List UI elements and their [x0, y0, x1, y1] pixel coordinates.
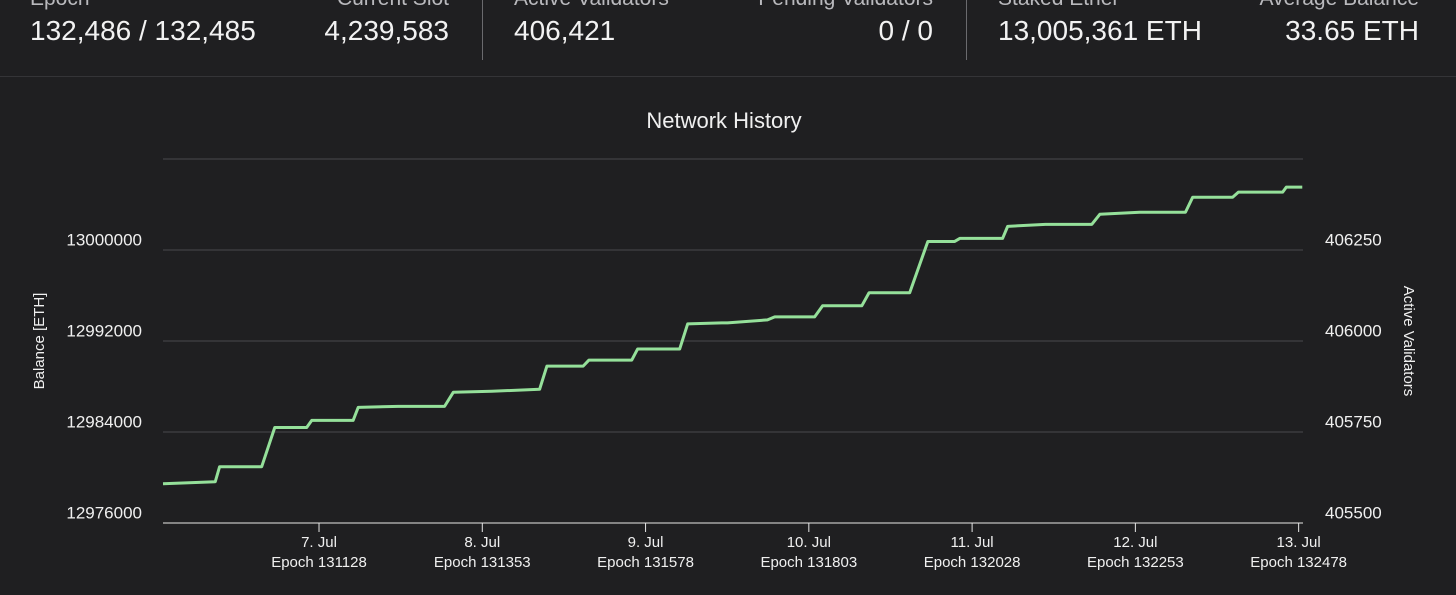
y2-tick-label: 405750 — [1325, 412, 1382, 431]
x-tick-label: 9. Jul — [628, 534, 664, 551]
divider — [966, 0, 967, 60]
chart-title: Network History — [646, 108, 801, 133]
stat-label: Epoch — [30, 0, 256, 12]
y2-tick-label: 406250 — [1325, 230, 1382, 249]
x-tick-label: 11. Jul — [951, 534, 994, 551]
stat-value: 0 / 0 — [878, 15, 933, 46]
x-tick-label: Epoch 131803 — [760, 554, 857, 571]
y-axis-title: Balance [ETH] — [31, 293, 48, 390]
stat-value: 406,421 — [514, 15, 616, 46]
stat-pending: Pending Validators 0 / 0 — [758, 0, 933, 48]
stat-value: 33.65 ETH — [1285, 15, 1419, 46]
stat-value: 13,005,361 ETH — [998, 15, 1202, 46]
x-tick-label: Epoch 132478 — [1250, 554, 1347, 571]
x-tick-label: Epoch 131353 — [434, 554, 531, 571]
y-tick-label: 13000000 — [66, 230, 142, 249]
stat-label: Pending Validators — [758, 0, 933, 12]
stat-value: 132,486 / 132,485 — [30, 15, 256, 46]
stat-label: Current Slot — [324, 0, 449, 12]
stat-label: Staked Ether — [998, 0, 1202, 12]
stat-staked: Staked Ether 13,005,361 ETH — [998, 0, 1202, 48]
stat-active: Active Validators 406,421 — [514, 0, 669, 48]
x-tick-label: 12. Jul — [1113, 534, 1157, 551]
stat-label: Average Balance — [1259, 0, 1419, 12]
x-tick-label: Epoch 131128 — [271, 554, 367, 571]
x-tick-label: 10. Jul — [787, 534, 831, 551]
x-tick-label: Epoch 131578 — [597, 554, 694, 571]
x-tick-label: 13. Jul — [1277, 534, 1321, 551]
x-tick-label: Epoch 132028 — [924, 554, 1021, 571]
line-series — [162, 185, 1303, 486]
divider — [482, 0, 483, 60]
stat-value: 4,239,583 — [324, 15, 449, 46]
y2-tick-label: 405500 — [1325, 503, 1382, 522]
stat-average: Average Balance 33.65 ETH — [1259, 0, 1419, 48]
y2-axis-title: Active Validators — [1400, 286, 1417, 397]
x-tick-label: Epoch 132253 — [1087, 554, 1184, 571]
stat-label: Active Validators — [514, 0, 669, 12]
y-tick-label: 12992000 — [66, 321, 142, 340]
x-tick-label: 7. Jul — [301, 534, 337, 551]
stat-slot: Current Slot 4,239,583 — [324, 0, 449, 48]
y2-tick-label: 406000 — [1325, 321, 1382, 340]
x-tick-label: 8. Jul — [464, 534, 500, 551]
y-tick-label: 12976000 — [66, 503, 142, 522]
stat-epoch: Epoch 132,486 / 132,485 — [30, 0, 256, 48]
separator — [0, 76, 1456, 77]
y-tick-label: 12984000 — [66, 412, 142, 431]
